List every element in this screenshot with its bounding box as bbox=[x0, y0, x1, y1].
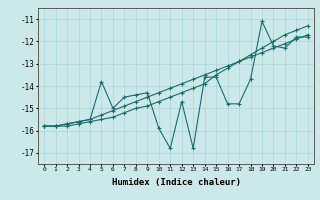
X-axis label: Humidex (Indice chaleur): Humidex (Indice chaleur) bbox=[111, 178, 241, 187]
